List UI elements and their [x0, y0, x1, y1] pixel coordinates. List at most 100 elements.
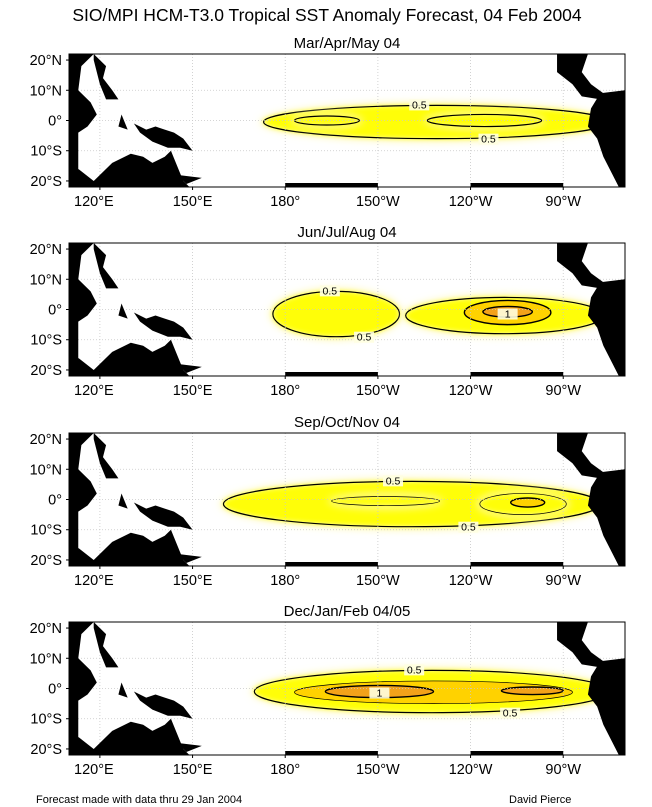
x-tick-label: 120°W	[449, 762, 493, 778]
y-tick-label: 20°N	[30, 53, 62, 69]
axis-bar	[69, 183, 100, 187]
y-tick-label: 10°N	[30, 83, 62, 99]
axis-bar	[69, 688, 73, 719]
map-panel-3: Sep/Oct/Nov 04 20°N 10°N 0° 10°S 20°S 120°E 150…	[30, 414, 626, 589]
contour-label-bg	[497, 308, 518, 320]
y-tick-label: 20°S	[30, 742, 62, 758]
x-tick-label: 90°W	[545, 383, 581, 399]
contour-label-bg	[369, 687, 390, 699]
asia-landmass	[69, 622, 97, 755]
australia-landmass	[69, 150, 190, 187]
axis-bar	[470, 562, 564, 566]
axis-bar	[285, 183, 378, 187]
contour-label: 0.5	[481, 134, 496, 146]
axis-bar	[285, 562, 378, 566]
contour-label-bg	[458, 521, 479, 533]
new-guinea-landmass	[133, 502, 193, 530]
contour-label: 1	[377, 688, 383, 700]
y-tick-label: 20°N	[30, 432, 62, 448]
x-tick-label: 120°W	[449, 383, 493, 399]
contour-line	[500, 686, 564, 696]
axis-bar	[69, 120, 73, 151]
y-tick-label: 0°	[48, 493, 62, 509]
y-tick-label: 0°	[48, 303, 62, 319]
map-panel-2: Jun/Jul/Aug 04 20°N 10°N 0° 10°S 20°S 120°E 150…	[30, 224, 626, 399]
new-guinea-landmass	[133, 312, 193, 340]
panel-title: Sep/Oct/Nov 04	[294, 414, 400, 431]
x-tick-label: 120°E	[74, 573, 114, 589]
x-tick-label: 150°W	[356, 194, 400, 210]
contour-line	[463, 299, 552, 326]
south-america-landmass	[587, 90, 625, 187]
contour-line	[331, 496, 441, 506]
contour-label-bg	[478, 133, 499, 145]
philippines-landmass	[93, 433, 119, 479]
asia-landmass	[69, 54, 97, 187]
footer-author: David Pierce	[509, 794, 571, 806]
axis-bar	[69, 249, 73, 280]
x-tick-label: 90°W	[545, 573, 581, 589]
sulawesi-landmass	[118, 114, 128, 130]
island-landmass	[177, 553, 202, 563]
contour-label-bg	[319, 285, 340, 297]
x-tick-label: 120°E	[74, 194, 114, 210]
map-panel-4: Dec/Jan/Feb 04/05 20°N 10°N 0° 10°S 20°S 120°E…	[30, 603, 626, 778]
footer-note: Forecast made with data thru 29 Jan 2004	[36, 794, 242, 806]
y-tick-label: 20°N	[30, 242, 62, 258]
anomaly-region	[510, 497, 545, 508]
australia-landmass	[69, 339, 190, 376]
x-tick-label: 150°E	[173, 573, 213, 589]
south-america-landmass	[587, 279, 625, 376]
philippines-landmass	[93, 54, 119, 100]
x-tick-label: 90°W	[545, 194, 581, 210]
central-america-landmass	[557, 54, 604, 100]
contour-label: 0.5	[386, 475, 401, 487]
island-landmass	[177, 174, 202, 184]
y-tick-label: 10°N	[30, 651, 62, 667]
anomaly-region	[427, 114, 542, 127]
x-tick-label: 120°W	[449, 194, 493, 210]
axis-bar	[69, 628, 73, 659]
island-landmass	[177, 363, 202, 373]
x-tick-label: 120°E	[74, 762, 114, 778]
x-tick-label: 120°W	[449, 573, 493, 589]
y-tick-label: 20°S	[30, 363, 62, 379]
philippines-landmass	[93, 243, 119, 289]
y-tick-label: 20°S	[30, 174, 62, 190]
south-america-landmass	[587, 469, 625, 566]
contour-label: 0.5	[503, 708, 518, 720]
contour-label-bg	[409, 99, 430, 111]
philippines-landmass	[93, 622, 119, 668]
y-tick-label: 10°N	[30, 462, 62, 478]
contour-label-bg	[500, 707, 521, 719]
axis-bar	[470, 372, 564, 376]
asia-landmass	[69, 243, 97, 376]
axis-bar	[69, 372, 100, 376]
x-tick-label: 150°W	[356, 573, 400, 589]
axis-bar	[69, 309, 73, 340]
axis-bar	[470, 751, 564, 755]
axis-bar	[69, 562, 100, 566]
x-tick-label: 150°W	[356, 383, 400, 399]
south-america-landmass	[587, 658, 625, 755]
axis-bar	[69, 60, 73, 91]
contour-label-bg	[404, 664, 425, 676]
contour-label: 0.5	[412, 99, 427, 111]
sulawesi-landmass	[118, 493, 128, 509]
anomaly-region	[272, 291, 400, 337]
x-tick-label: 180°	[270, 573, 300, 589]
sulawesi-landmass	[118, 303, 128, 319]
x-tick-label: 150°E	[173, 194, 213, 210]
x-tick-label: 120°E	[74, 383, 114, 399]
contour-label-bg	[354, 331, 375, 343]
axis-bar	[470, 183, 564, 187]
new-guinea-landmass	[133, 691, 193, 719]
x-tick-label: 180°	[270, 383, 300, 399]
axis-bar	[69, 439, 73, 470]
x-tick-label: 150°E	[173, 383, 213, 399]
contour-label: 0.5	[323, 285, 338, 297]
panel-title: Dec/Jan/Feb 04/05	[284, 603, 411, 620]
x-tick-label: 180°	[270, 762, 300, 778]
contour-line	[426, 113, 543, 128]
